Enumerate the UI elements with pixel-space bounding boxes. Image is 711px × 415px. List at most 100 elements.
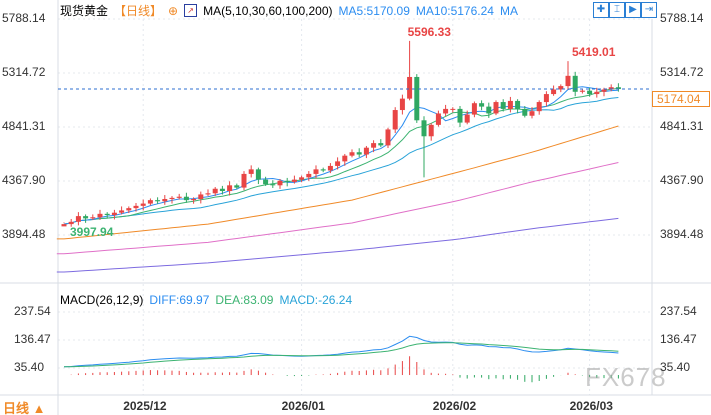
ma5-line: [63, 86, 619, 225]
ma-label[interactable]: MA(5,10,30,60,100,200): [203, 3, 333, 18]
candle-body: [241, 173, 247, 188]
range-select-icon[interactable]: ⌶: [609, 2, 625, 18]
candle-body: [572, 75, 578, 92]
candle-body: [306, 173, 312, 178]
dea-value: DEA:83.09: [215, 293, 274, 307]
candle-body: [234, 185, 240, 188]
play-icon[interactable]: ▶: [625, 2, 641, 18]
candle-body: [104, 213, 110, 215]
candle-body: [587, 90, 593, 95]
candle-body: [75, 216, 81, 222]
last-price-label: 5174.04: [652, 91, 710, 107]
candle-body: [349, 152, 355, 156]
candle-body: [450, 108, 456, 110]
candle-body: [435, 113, 441, 125]
period-selector[interactable]: 日线 ▲: [3, 401, 46, 415]
candle-body: [68, 221, 74, 225]
candle-body: [263, 179, 269, 185]
price-tick: 5314.72: [660, 65, 704, 79]
price-tick: 4367.90: [660, 172, 704, 187]
candle-body: [248, 169, 254, 174]
watermark: FX678: [585, 362, 667, 392]
candle-body: [162, 199, 168, 202]
candle-body: [327, 165, 333, 171]
date-tick: 2026/02: [432, 399, 477, 413]
price-tick: 3894.48: [2, 226, 46, 241]
candle-body: [421, 120, 427, 137]
chart-header: 现货黄金 【日线】 ⊕ ↗ MA(5,10,30,60,100,200) MA5…: [60, 2, 518, 19]
candle-body: [414, 76, 420, 121]
candle-body: [169, 197, 175, 200]
add-indicator-icon[interactable]: ⊕: [168, 3, 179, 18]
candle-body: [392, 110, 398, 130]
candle-body: [335, 161, 341, 166]
candle-body: [291, 179, 297, 182]
candle-body: [97, 213, 103, 218]
crosshair-icon[interactable]: ✚: [593, 2, 609, 18]
price-tick: 3894.48: [660, 226, 704, 241]
candle-body: [543, 94, 549, 103]
dea-line: [64, 342, 619, 368]
ma10-value: MA10:5176.24: [415, 3, 494, 18]
ma-icon[interactable]: ↗: [184, 4, 198, 17]
candle-body: [428, 124, 434, 137]
macd-value: MACD:-26.24: [279, 293, 353, 307]
macd-tick: 237.54: [660, 304, 697, 318]
ma60-line: [56, 125, 619, 240]
candle-body: [277, 180, 283, 186]
high-label: 5596.33: [407, 24, 451, 39]
date-tick: 2025/12: [123, 399, 167, 413]
candle-body: [147, 200, 153, 204]
candle-body: [284, 180, 290, 182]
price-tick: 4841.31: [660, 118, 704, 133]
candle-body: [565, 75, 571, 87]
candle-body: [356, 152, 362, 155]
candle-body: [507, 100, 513, 109]
candle-body: [522, 108, 528, 116]
candle-body: [90, 217, 96, 219]
date-tick: 2026/01: [281, 399, 325, 413]
ma-more: MA: [499, 3, 518, 18]
candle-body: [515, 100, 521, 109]
candle-body: [198, 194, 204, 200]
diff-line: [63, 335, 619, 368]
candle-body: [270, 184, 276, 186]
candle-body: [407, 76, 413, 99]
candle-body: [464, 114, 470, 123]
macd-header: MACD(26,12,9) DIFF:69.97 DEA:83.09 MACD:…: [60, 293, 352, 307]
candle-body: [61, 224, 67, 227]
candle-body: [529, 111, 535, 116]
candle-body: [378, 143, 384, 146]
candle-body: [342, 155, 348, 162]
candle-body: [471, 103, 477, 115]
candle-body: [140, 203, 146, 206]
candle-body: [486, 106, 492, 114]
candle-body: [371, 143, 377, 148]
move-right-icon[interactable]: ⇥: [641, 2, 657, 18]
candle-body: [551, 89, 557, 95]
diff-value: DIFF:69.97: [149, 293, 210, 307]
candle-body: [558, 86, 564, 90]
low-label: 3997.94: [70, 225, 114, 240]
candle-body: [608, 87, 614, 90]
candle-body: [176, 196, 182, 198]
price-tick: 5788.14: [2, 11, 46, 25]
macd-tick: 136.47: [660, 332, 697, 346]
price-tick: 5314.72: [2, 65, 46, 79]
candle-body: [183, 196, 189, 201]
candle-body: [219, 188, 225, 192]
candle-body: [255, 169, 261, 180]
candle-body: [601, 89, 607, 92]
candle-body: [536, 102, 542, 112]
ma5-value: MA5:5170.09: [338, 3, 410, 18]
candle-body: [443, 108, 449, 114]
candle-body: [399, 98, 405, 111]
macd-tick: 35.40: [14, 360, 45, 374]
period-label[interactable]: 【日线】: [114, 4, 163, 18]
macd-tick: 237.54: [14, 304, 51, 318]
candle-body: [126, 208, 132, 211]
date-tick: 2026/03: [569, 399, 613, 413]
candle-body: [119, 210, 125, 213]
